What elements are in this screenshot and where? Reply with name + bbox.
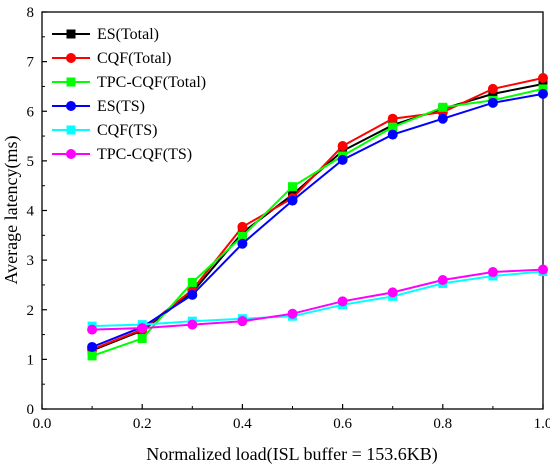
data-point bbox=[388, 122, 398, 132]
series-cqf-total bbox=[87, 73, 548, 355]
data-point bbox=[487, 267, 498, 278]
y-tick-label: 5 bbox=[27, 154, 35, 170]
data-point bbox=[87, 324, 98, 335]
x-axis-ticks: 0.0 0.2 0.4 0.6 0.8 1.0 bbox=[33, 404, 550, 432]
data-point bbox=[387, 129, 398, 140]
data-point bbox=[387, 113, 398, 124]
data-point bbox=[137, 334, 147, 344]
data-point bbox=[437, 274, 448, 285]
data-point bbox=[237, 238, 248, 249]
legend-marker bbox=[66, 53, 76, 63]
x-tick-label: 1.0 bbox=[534, 416, 550, 432]
legend-item: CQF(TS) bbox=[52, 122, 157, 139]
x-tick-label: 0.8 bbox=[433, 416, 452, 432]
data-point bbox=[237, 221, 248, 232]
y-tick-label: 0 bbox=[27, 402, 35, 418]
legend-item: ES(Total) bbox=[52, 26, 159, 43]
data-point bbox=[337, 140, 348, 151]
series-line bbox=[92, 268, 544, 331]
data-point bbox=[387, 287, 398, 298]
data-point bbox=[288, 182, 297, 192]
series-tpc-cqf-ts bbox=[87, 264, 548, 335]
y-axis-ticks: 0 1 2 3 4 5 6 7 8 bbox=[27, 5, 47, 418]
y-tick-label: 7 bbox=[27, 55, 35, 71]
x-axis-label: Normalized load(ISL buffer = 153.6KB) bbox=[146, 444, 438, 465]
series-line bbox=[92, 270, 544, 328]
data-point bbox=[287, 195, 298, 206]
data-point bbox=[437, 113, 448, 124]
data-point bbox=[438, 102, 448, 112]
data-point bbox=[538, 88, 548, 99]
legend-marker bbox=[66, 101, 76, 111]
legend-label: CQF(Total) bbox=[97, 50, 171, 67]
series-line bbox=[91, 77, 544, 351]
data-point bbox=[237, 316, 248, 327]
legend-marker bbox=[66, 29, 76, 39]
legend-label: CQF(TS) bbox=[97, 122, 157, 139]
data-point bbox=[87, 341, 98, 352]
y-tick-label: 1 bbox=[27, 352, 35, 368]
data-point bbox=[337, 296, 348, 307]
legend-label: TPC-CQF(TS) bbox=[97, 146, 192, 163]
legend-item: TPC-CQF(Total) bbox=[52, 74, 206, 91]
data-point bbox=[287, 308, 298, 319]
y-tick-label: 4 bbox=[27, 204, 35, 220]
legend-marker bbox=[66, 77, 76, 87]
data-point bbox=[337, 154, 348, 165]
plot-frame bbox=[41, 11, 544, 410]
data-point bbox=[237, 231, 247, 241]
data-point bbox=[538, 73, 548, 84]
series-line bbox=[91, 92, 544, 348]
y-tick-label: 3 bbox=[27, 253, 35, 269]
data-point bbox=[187, 319, 198, 330]
x-tick-label: 0.6 bbox=[333, 416, 352, 432]
legend-item: ES(TS) bbox=[52, 98, 145, 115]
data-point bbox=[187, 289, 198, 300]
legend-label: ES(TS) bbox=[97, 98, 145, 115]
y-axis-label: Average latency(ms) bbox=[1, 135, 22, 284]
data-point bbox=[538, 79, 548, 89]
legend-label: ES(Total) bbox=[97, 26, 159, 43]
y-tick-label: 2 bbox=[27, 303, 35, 319]
data-point bbox=[487, 83, 498, 94]
legend-item: CQF(Total) bbox=[52, 50, 171, 67]
x-tick-label: 0.2 bbox=[133, 416, 152, 432]
data-point bbox=[187, 277, 197, 287]
legend-marker bbox=[66, 125, 76, 135]
series-group bbox=[87, 73, 548, 361]
data-point bbox=[137, 323, 148, 334]
data-point bbox=[538, 264, 548, 275]
data-point bbox=[87, 351, 97, 361]
x-tick-label: 0.4 bbox=[233, 416, 252, 432]
legend-marker bbox=[66, 149, 76, 159]
data-point bbox=[487, 97, 498, 108]
series-es-total bbox=[87, 79, 548, 355]
y-tick-label: 8 bbox=[27, 5, 35, 21]
x-tick-label: 0.0 bbox=[33, 416, 52, 432]
legend-label: TPC-CQF(Total) bbox=[97, 74, 206, 91]
legend-item: TPC-CQF(TS) bbox=[52, 146, 192, 163]
legend: ES(Total) CQF(Total) TPC-CQF(Total) ES(TS) C… bbox=[52, 26, 206, 163]
y-tick-label: 6 bbox=[27, 104, 35, 120]
